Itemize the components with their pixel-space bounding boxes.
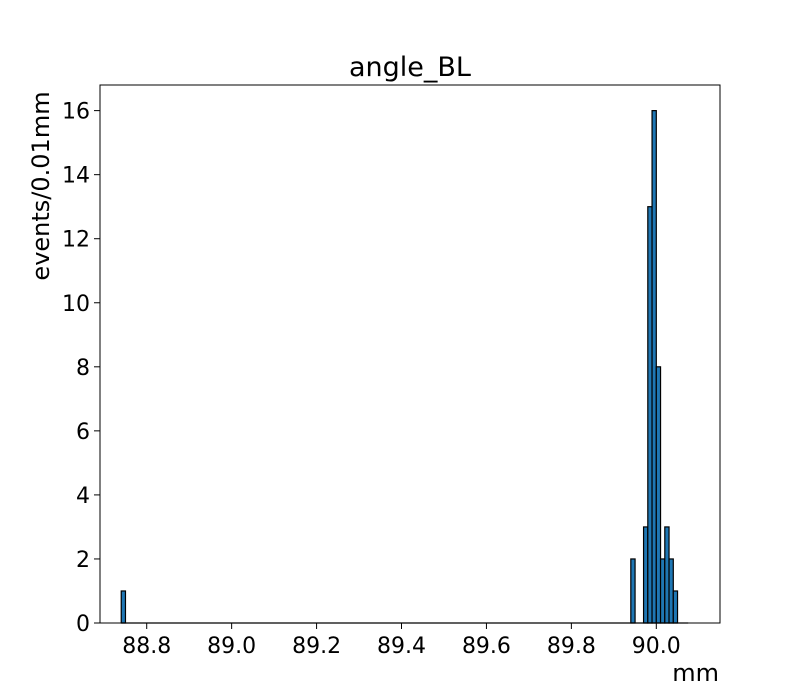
histogram-bar [659, 558, 666, 624]
x-axis: 88.8 89.0 89.2 89.4 89.6 89.8 90.0 [122, 623, 681, 659]
histogram-bar [672, 590, 679, 624]
x-tick-label: 88.8 [122, 634, 171, 659]
y-tick-label: 14 [62, 164, 90, 189]
x-tick-label: 89.2 [292, 634, 341, 659]
chart-title: angle_BL [349, 52, 471, 83]
histogram-bar [651, 110, 657, 624]
x-tick-label: 89.4 [377, 634, 426, 659]
histogram-bar [664, 526, 670, 624]
y-tick-label: 8 [76, 356, 90, 381]
y-tick-label: 16 [62, 100, 90, 125]
bars-layer [120, 110, 689, 624]
x-axis-label: mm [672, 659, 719, 687]
histogram-bar [642, 526, 649, 624]
histogram-bar [630, 558, 636, 624]
plot-frame [99, 84, 721, 624]
x-tick-label: 90.0 [632, 634, 681, 659]
histogram-bar [668, 558, 674, 624]
x-tick-label: 89.0 [207, 634, 256, 659]
y-tick-label: 12 [62, 228, 90, 253]
x-tick-label: 89.6 [462, 634, 511, 659]
y-tick-label: 0 [76, 612, 90, 637]
y-tick-label: 4 [76, 484, 90, 509]
histogram-bar [655, 366, 662, 624]
y-tick-label: 10 [62, 292, 90, 317]
x-tick-label: 89.8 [547, 634, 596, 659]
y-axis: 0 2 4 6 8 10 12 14 16 [62, 100, 100, 637]
histogram-bar [120, 590, 127, 624]
histogram-bar [647, 206, 653, 624]
y-axis-label: events/0.01mm [27, 91, 55, 280]
y-tick-label: 2 [76, 548, 90, 573]
y-tick-label: 6 [76, 420, 90, 445]
